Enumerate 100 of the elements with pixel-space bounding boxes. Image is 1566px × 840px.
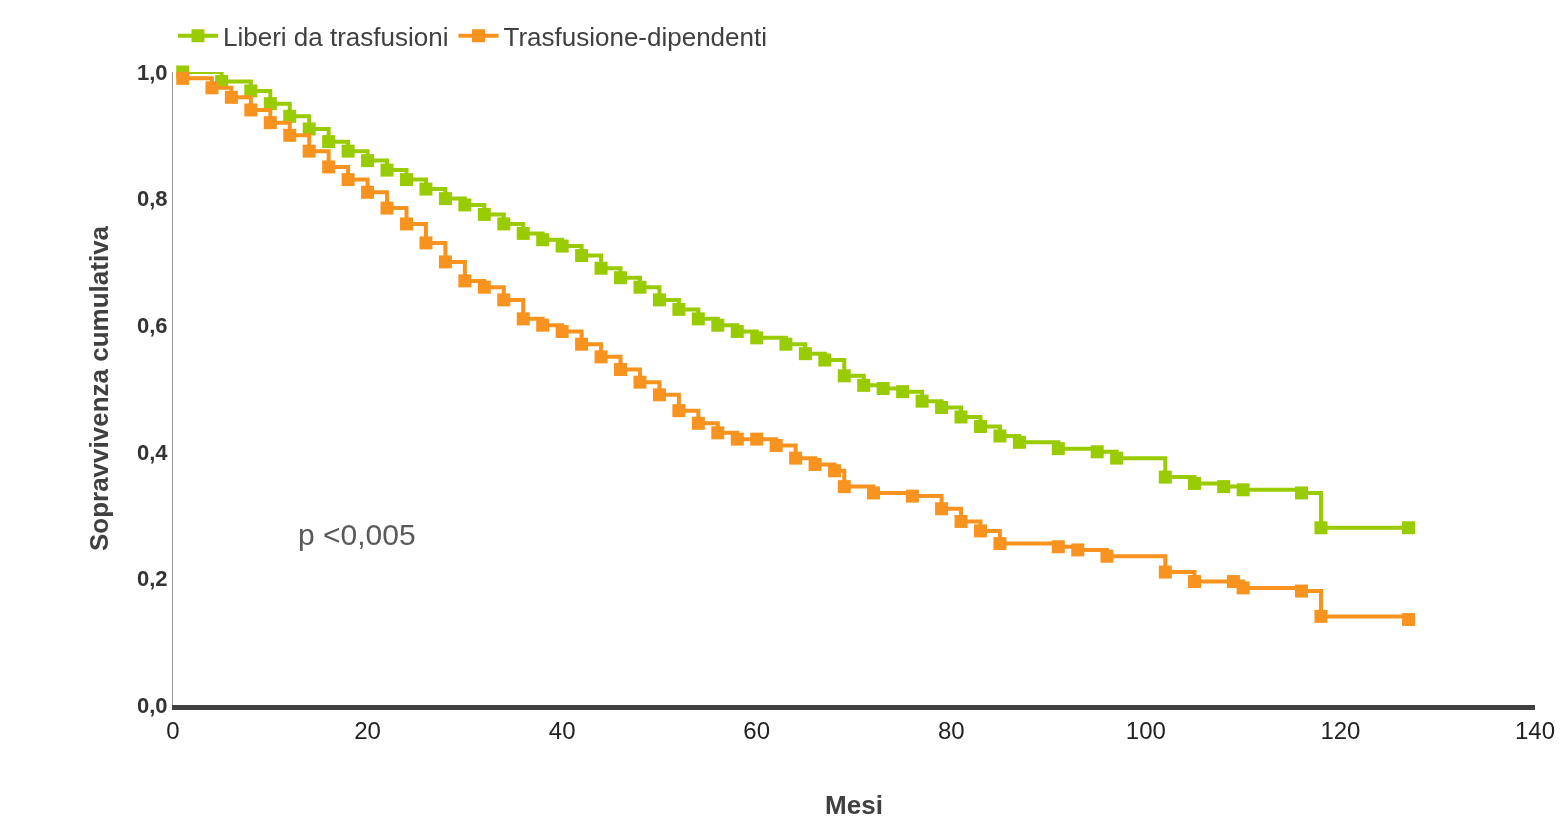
point	[935, 400, 949, 414]
point	[973, 419, 987, 433]
point	[283, 128, 297, 142]
point	[935, 502, 949, 516]
point	[798, 347, 812, 361]
point	[205, 81, 219, 95]
point	[837, 480, 851, 494]
point	[516, 226, 530, 240]
point	[497, 217, 511, 231]
point	[1402, 613, 1416, 627]
point	[224, 90, 238, 104]
point	[779, 337, 793, 351]
point	[954, 410, 968, 424]
point	[1314, 609, 1328, 623]
point	[857, 378, 871, 392]
annotation: p <0,005	[298, 518, 416, 551]
point	[399, 217, 413, 231]
point	[730, 432, 744, 446]
y-tick-label: 0,4	[137, 439, 169, 465]
x-tick-label: 140	[1514, 716, 1556, 744]
point	[993, 537, 1007, 551]
point	[302, 122, 316, 136]
point	[652, 293, 666, 307]
point	[769, 438, 783, 452]
point	[341, 173, 355, 187]
point	[691, 312, 705, 326]
point	[1295, 584, 1309, 598]
point	[876, 382, 890, 395]
point	[750, 432, 764, 446]
x-tick-label: 120	[1320, 716, 1361, 744]
point	[176, 71, 190, 85]
point	[244, 103, 258, 117]
point	[1188, 575, 1201, 589]
y-tick-label: 0,2	[137, 566, 168, 592]
point	[633, 375, 647, 389]
x-tick-label: 60	[743, 716, 771, 744]
point	[458, 274, 472, 288]
point	[1110, 451, 1124, 465]
point	[263, 116, 277, 130]
point	[1314, 521, 1328, 535]
point	[652, 388, 666, 402]
point	[555, 325, 569, 339]
point	[672, 302, 686, 316]
x-tick-label: 0	[166, 716, 180, 744]
point	[341, 144, 355, 158]
point	[1012, 435, 1026, 449]
point	[419, 182, 433, 196]
point	[322, 135, 336, 149]
legend-label: Liberi da trasfusioni	[223, 21, 449, 52]
x-tick-label: 20	[354, 716, 381, 744]
point	[322, 160, 336, 174]
point	[614, 363, 628, 377]
x-tick-label: 80	[937, 716, 965, 744]
point	[594, 261, 608, 275]
point	[905, 489, 919, 503]
point	[1236, 483, 1250, 497]
point	[438, 255, 452, 269]
point	[1158, 565, 1172, 579]
point	[1090, 445, 1104, 459]
point	[954, 514, 968, 528]
point	[818, 353, 832, 367]
point	[1158, 470, 1172, 484]
point	[691, 416, 705, 430]
x-tick-label: 100	[1125, 716, 1166, 744]
point	[1217, 480, 1231, 494]
point	[419, 236, 433, 250]
point	[555, 239, 569, 253]
point	[497, 293, 511, 307]
point	[808, 457, 822, 471]
point	[1188, 476, 1201, 490]
point	[536, 233, 550, 247]
point	[866, 486, 880, 500]
y-tick-label: 0,6	[137, 312, 168, 338]
point	[993, 429, 1007, 443]
point	[380, 201, 394, 215]
point	[896, 385, 910, 399]
point	[361, 154, 375, 168]
x-tick-label: 40	[548, 716, 576, 744]
point	[1051, 540, 1065, 554]
point	[477, 207, 491, 221]
point	[1071, 543, 1085, 557]
point	[361, 185, 375, 199]
point	[458, 198, 472, 212]
point	[915, 394, 929, 408]
point	[594, 350, 608, 364]
point	[516, 312, 530, 326]
point	[1236, 581, 1250, 595]
point	[614, 271, 628, 285]
point	[730, 325, 744, 339]
point	[828, 464, 842, 478]
point	[789, 451, 803, 465]
point	[633, 280, 647, 294]
point	[438, 192, 452, 206]
point	[1100, 549, 1114, 563]
y-tick-label: 0,0	[137, 692, 168, 718]
point	[750, 331, 764, 345]
point	[711, 426, 725, 440]
point	[575, 249, 589, 263]
y-axis-title: Sopravvivenza cumulativa	[84, 225, 115, 552]
point	[399, 173, 413, 187]
